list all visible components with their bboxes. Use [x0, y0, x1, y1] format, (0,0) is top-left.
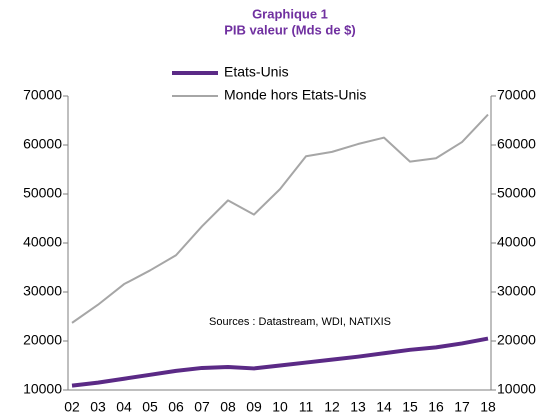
x-tick-label: 06: [168, 399, 184, 415]
y-tick-label: 40000: [23, 234, 62, 250]
x-tick-label: 05: [142, 399, 158, 415]
x-tick-label: 11: [299, 399, 314, 415]
x-tick-label: 15: [402, 399, 418, 415]
x-tick-label: 07: [194, 399, 210, 415]
y2-tick-label: 50000: [497, 185, 536, 201]
y2-tick-label: 20000: [497, 332, 536, 348]
y2-tick-label: 70000: [497, 87, 536, 103]
y-tick-label: 10000: [23, 381, 62, 397]
x-tick-label: 18: [480, 399, 496, 415]
x-tick-label: 02: [64, 399, 80, 415]
x-tick-label: 16: [428, 399, 444, 415]
legend-label: Etats-Unis: [224, 64, 289, 80]
y-tick-label: 30000: [23, 283, 62, 299]
x-tick-label: 17: [454, 399, 470, 415]
x-tick-label: 09: [246, 399, 262, 415]
annotation: Sources : Datastream, WDI, NATIXIS: [209, 316, 391, 328]
y2-tick-label: 10000: [497, 381, 536, 397]
y2-tick-label: 30000: [497, 283, 536, 299]
y2-tick-label: 60000: [497, 136, 536, 152]
y-tick-label: 60000: [23, 136, 62, 152]
legend-label: Monde hors Etats-Unis: [224, 87, 366, 103]
series-line: [71, 336, 489, 388]
x-tick-label: 03: [90, 399, 106, 415]
series-line: [71, 113, 489, 324]
x-tick-label: 08: [220, 399, 236, 415]
y-tick-label: 50000: [23, 185, 62, 201]
x-tick-label: 13: [350, 399, 366, 415]
x-tick-label: 10: [272, 399, 288, 415]
y-tick-label: 20000: [23, 332, 62, 348]
x-tick-label: 12: [324, 399, 340, 415]
chart-title: Graphique 1: [252, 6, 328, 21]
x-tick-label: 04: [116, 399, 132, 415]
y2-tick-label: 40000: [497, 234, 536, 250]
y-tick-label: 70000: [23, 87, 62, 103]
chart-subtitle: PIB valeur (Mds de $): [224, 22, 355, 37]
x-tick-label: 14: [376, 399, 392, 415]
